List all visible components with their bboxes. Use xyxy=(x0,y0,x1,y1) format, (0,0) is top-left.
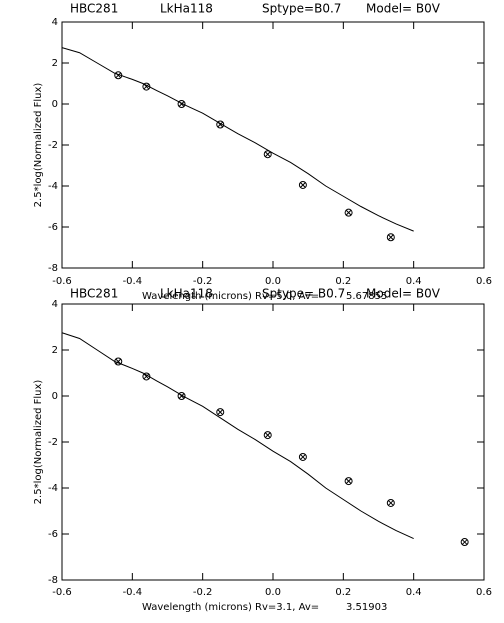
data-point xyxy=(114,357,123,366)
marker-cross xyxy=(178,393,185,399)
marker-circle xyxy=(114,71,123,80)
marker-cross xyxy=(143,373,150,380)
x-axis-label: Wavelength (microns) Rv=3.1, Av= xyxy=(142,602,319,613)
y-tick-label: 2 xyxy=(52,345,58,356)
y-tick-label: 4 xyxy=(52,17,58,28)
marker-cross xyxy=(115,358,122,365)
data-point xyxy=(114,71,123,80)
marker-circle xyxy=(216,408,225,417)
data-point xyxy=(460,538,469,547)
data-point xyxy=(298,452,307,461)
marker-cross xyxy=(264,432,271,438)
marker-cross xyxy=(178,101,185,107)
x-tick-label: -0.6 xyxy=(52,587,72,598)
marker-cross xyxy=(300,182,306,188)
data-point xyxy=(177,100,186,108)
y-tick-label: -4 xyxy=(48,181,58,192)
y-tick-label: 0 xyxy=(52,391,58,402)
marker-circle xyxy=(216,120,225,129)
x-tick-label: -0.2 xyxy=(193,587,213,598)
data-point xyxy=(263,150,272,159)
marker-cross xyxy=(143,83,150,90)
y-tick-label: -8 xyxy=(48,263,58,274)
marker-cross xyxy=(461,539,468,545)
marker-cross xyxy=(217,121,224,128)
marker-circle xyxy=(298,180,307,189)
marker-cross xyxy=(300,454,306,460)
model-spectrum xyxy=(61,332,414,540)
x-tick-label: 0.2 xyxy=(335,276,351,287)
marker-cross xyxy=(387,500,394,506)
y-tick-label: 2 xyxy=(52,58,58,69)
data-point xyxy=(177,392,186,400)
marker-circle xyxy=(460,538,469,547)
y-tick-label: -2 xyxy=(48,437,58,448)
x-tick-label: 0.0 xyxy=(265,587,281,598)
y-tick-label: -6 xyxy=(48,529,58,540)
marker-cross xyxy=(345,209,352,216)
header-text: HBC281 xyxy=(70,2,118,16)
x-tick-label: -0.4 xyxy=(123,587,143,598)
marker-cross xyxy=(387,234,394,241)
marker-circle xyxy=(177,100,186,108)
header-text: Model= B0V xyxy=(366,287,441,301)
y-axis-label: 2.5*log(Normalized Flux) xyxy=(33,83,44,208)
y-axis-label: 2.5*log(Normalized Flux) xyxy=(33,380,44,505)
data-point xyxy=(344,477,353,486)
data-point xyxy=(142,372,151,381)
data-point xyxy=(216,120,225,129)
model-spectrum xyxy=(61,47,414,232)
data-point xyxy=(263,431,272,440)
x-tick-label: 0.2 xyxy=(335,587,351,598)
y-tick-label: -6 xyxy=(48,222,58,233)
x-tick-label: -0.6 xyxy=(52,276,72,287)
marker-circle xyxy=(386,498,395,507)
marker-circle xyxy=(177,392,186,400)
marker-circle xyxy=(263,150,272,159)
x-tick-label: -0.2 xyxy=(193,276,213,287)
header-text: LkHa118 xyxy=(160,287,213,301)
header-text: Sptype= B0.7 xyxy=(262,287,345,301)
av-value: 3.51903 xyxy=(346,602,387,613)
marker-circle xyxy=(142,82,151,91)
data-point xyxy=(386,498,395,507)
marker-circle xyxy=(142,372,151,381)
data-point xyxy=(386,233,395,242)
marker-circle xyxy=(386,233,395,242)
av-value: 5.67855 xyxy=(346,291,387,302)
header-text: LkHa118 xyxy=(160,2,213,16)
x-tick-label: 0.4 xyxy=(406,587,422,598)
marker-cross xyxy=(217,409,224,415)
x-tick-label: 0.6 xyxy=(476,276,492,287)
data-point xyxy=(344,208,353,217)
data-point xyxy=(216,408,225,417)
y-tick-label: -4 xyxy=(48,483,58,494)
marker-circle xyxy=(344,477,353,486)
x-tick-label: -0.4 xyxy=(123,276,143,287)
marker-circle xyxy=(298,452,307,461)
x-tick-label: 0.6 xyxy=(476,587,492,598)
header-text: Sptype=B0.7 xyxy=(262,2,341,16)
header-text: HBC281 xyxy=(70,287,118,301)
marker-circle xyxy=(344,208,353,217)
plot-frame xyxy=(61,21,485,269)
x-tick-label: 0.0 xyxy=(265,276,281,287)
y-tick-label: -2 xyxy=(48,140,58,151)
marker-cross xyxy=(345,478,352,484)
y-tick-label: 0 xyxy=(52,99,58,110)
y-tick-label: -8 xyxy=(48,575,58,586)
x-axis-label: Wavelength (microns) Rv=5.0, Av= xyxy=(142,291,319,302)
marker-circle xyxy=(263,431,272,440)
x-tick-label: 0.4 xyxy=(406,276,422,287)
header-text: Model= B0V xyxy=(366,2,441,16)
marker-cross xyxy=(115,72,122,79)
marker-circle xyxy=(114,357,123,366)
data-point xyxy=(142,82,151,91)
y-tick-label: 4 xyxy=(52,299,58,310)
data-point xyxy=(298,180,307,189)
marker-cross xyxy=(264,151,271,158)
plot-frame xyxy=(61,303,485,581)
